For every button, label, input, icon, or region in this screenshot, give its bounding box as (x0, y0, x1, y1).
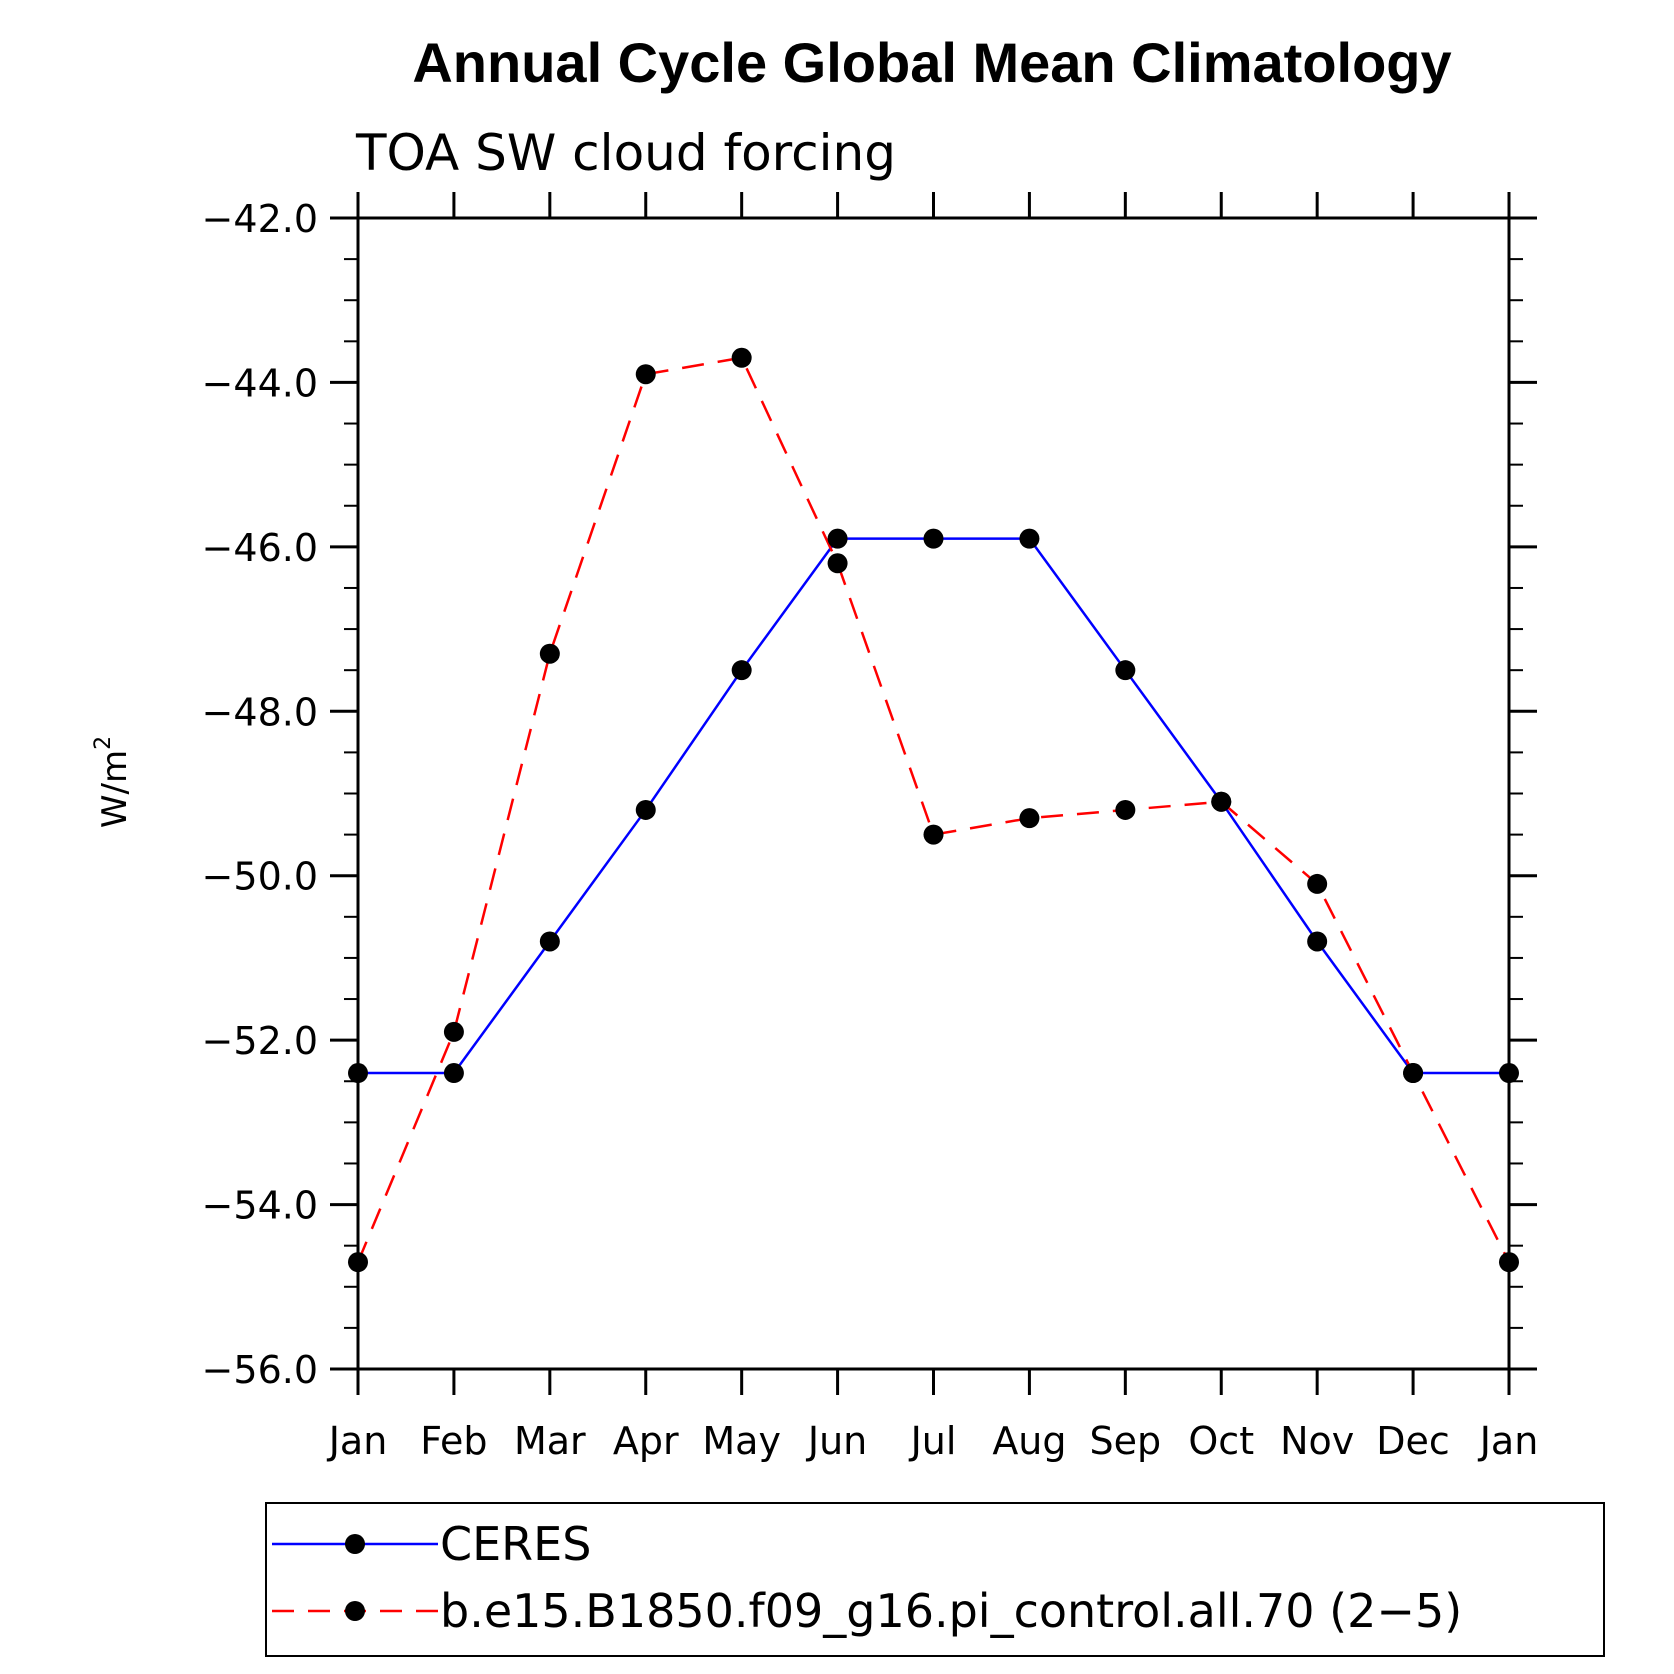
y-tick-label: −54.0 (202, 1184, 318, 1228)
chart-subtitle: TOA SW cloud forcing (355, 124, 896, 182)
series-1-point (443, 1021, 464, 1042)
y-tick-label: −42.0 (202, 197, 318, 241)
x-tick-label: Jan (327, 1419, 388, 1463)
axis-ticks (330, 192, 1537, 1395)
plot-frame (356, 216, 1511, 1371)
y-tick-label: −44.0 (202, 361, 318, 405)
x-tick-label: Feb (420, 1419, 487, 1463)
y-axis-label-text: W/m (95, 750, 135, 828)
series-0-point (827, 528, 848, 549)
series-0-point (635, 799, 656, 820)
series-1-point (1211, 791, 1232, 812)
series-1-point (923, 824, 944, 845)
series-1-point (635, 364, 656, 385)
y-tick-label: −56.0 (202, 1348, 318, 1392)
series-0-point (923, 528, 944, 549)
x-tick-label: Apr (613, 1419, 679, 1463)
series-0-point (731, 660, 752, 681)
x-tick-label: Jul (909, 1419, 957, 1463)
series-1-point (731, 347, 752, 368)
x-tick-label: Sep (1090, 1419, 1162, 1463)
legend-label-0: CERES (440, 1517, 591, 1571)
legend-box (265, 1502, 1605, 1657)
series-0-point (348, 1063, 368, 1084)
x-tick-label: Jun (806, 1419, 867, 1463)
series-0-point (1115, 660, 1136, 681)
x-tick-label: Nov (1280, 1419, 1354, 1463)
x-tick-label: Oct (1188, 1419, 1254, 1463)
x-tick-label: Dec (1376, 1419, 1450, 1463)
series-1-point (539, 643, 560, 664)
legend-marker-1 (345, 1601, 365, 1621)
series-0-point (1499, 1063, 1519, 1084)
y-axis-label-sup: 2 (91, 736, 116, 750)
series-line-1 (356, 356, 1511, 1263)
series-1-point (1019, 808, 1040, 829)
legend-marker-0 (345, 1534, 365, 1554)
y-tick-label: −50.0 (202, 855, 318, 899)
series-0-point (443, 1063, 464, 1084)
legend: CERES b.e15.B1850.f09_g16.pi_control.all.… (272, 1517, 1462, 1638)
y-tick-label: −48.0 (202, 690, 318, 734)
series-1-point (1307, 873, 1328, 894)
svg-text:W/m2: W/m2 (91, 736, 135, 828)
series-0-point (539, 931, 560, 952)
y-axis-label: W/m2 (91, 736, 135, 828)
series-1-point (1499, 1252, 1519, 1273)
x-tick-label: Mar (514, 1419, 586, 1463)
y-tick-label: −46.0 (202, 526, 318, 570)
series-0-point (1307, 931, 1328, 952)
series-1-point (348, 1252, 368, 1273)
series-layer (348, 347, 1519, 1273)
x-tick-label: May (702, 1419, 781, 1463)
chart-title: Annual Cycle Global Mean Climatology (412, 31, 1451, 94)
series-0-point (1019, 528, 1040, 549)
series-1-point (1403, 1063, 1424, 1084)
series-1-point (827, 553, 848, 574)
y-tick-label: −52.0 (202, 1019, 318, 1063)
x-tick-label: Aug (992, 1419, 1066, 1463)
series-line-0 (358, 537, 1509, 1075)
x-tick-label: Jan (1478, 1419, 1539, 1463)
series-1-point (1115, 799, 1136, 820)
tick-labels: Jan Feb Mar Apr May Jun Jul Aug Sep Oct Nov Dec Jan−… (202, 197, 1539, 1463)
legend-label-1: b.e15.B1850.f09_g16.pi_control.all.70 (2… (440, 1584, 1462, 1638)
